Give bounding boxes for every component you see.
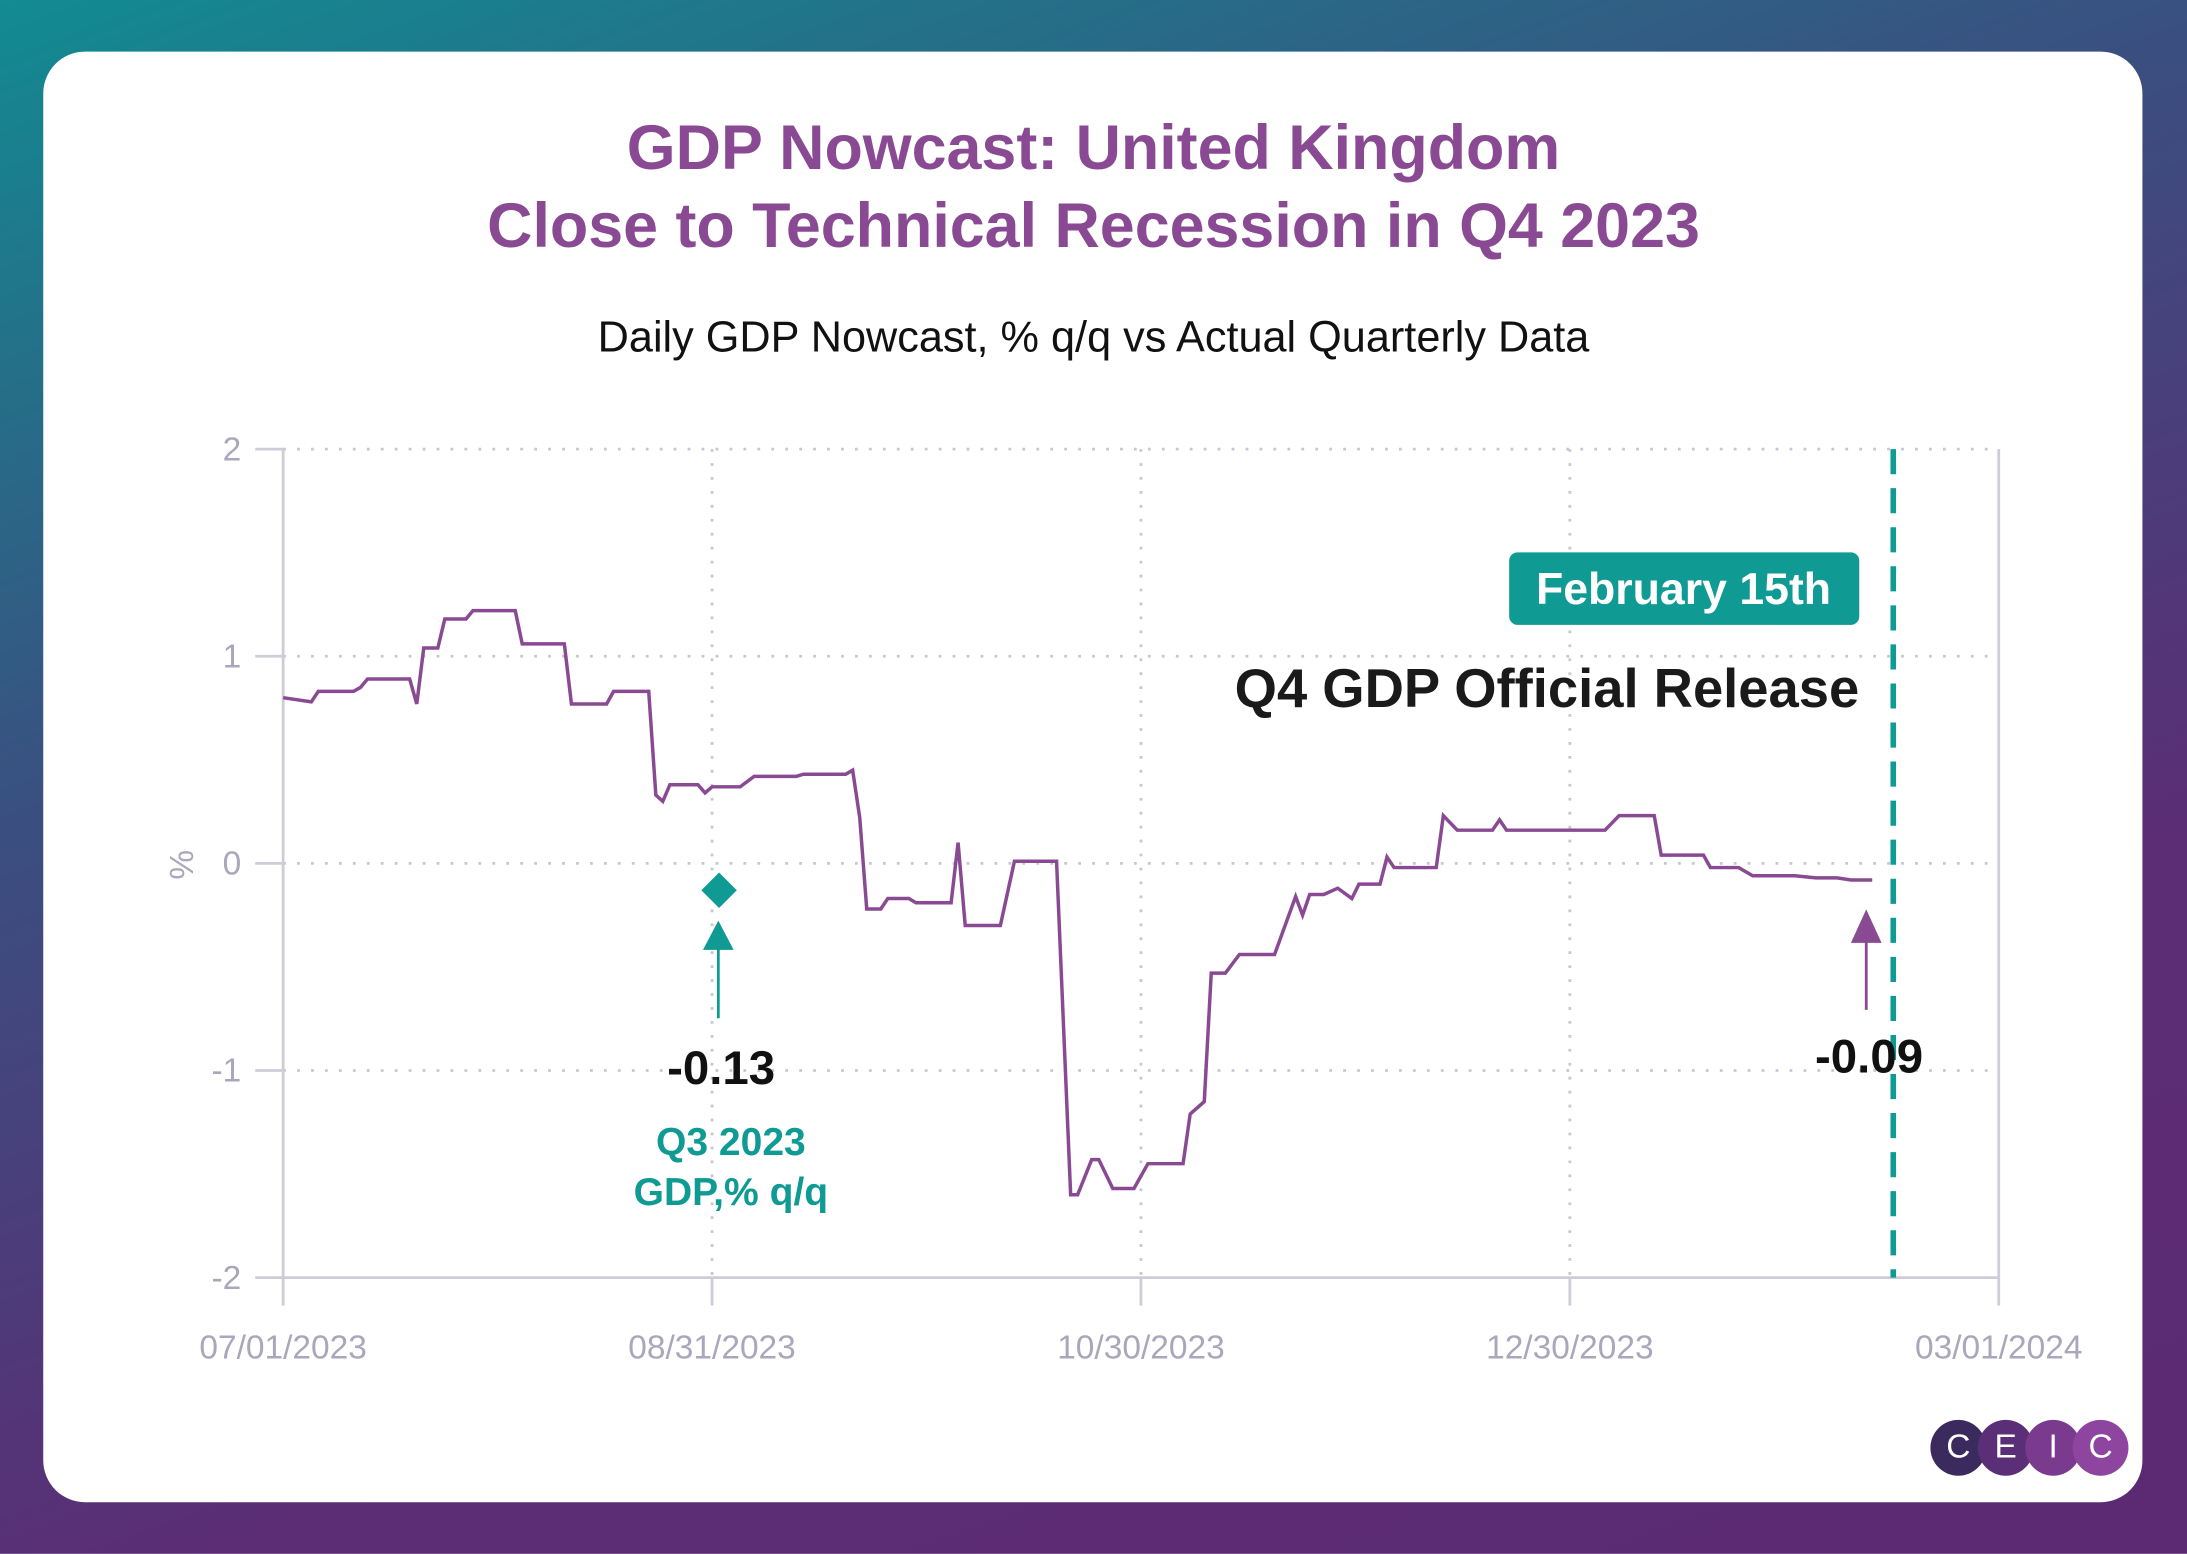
release-badge-text: February 15th — [1536, 565, 1831, 614]
logo-letter: E — [1977, 1419, 2034, 1476]
title-line-2: Close to Technical Recession in Q4 2023 — [487, 189, 1700, 261]
actual-gdp-marker — [701, 872, 737, 909]
release-badge — [1509, 552, 1860, 625]
y-tick-label: 2 — [223, 431, 242, 468]
y-axis-label: % — [162, 850, 199, 880]
y-tick-label: 0 — [223, 846, 242, 883]
logo-letter: C — [2072, 1419, 2129, 1476]
title-line-1: GDP Nowcast: United Kingdom — [626, 111, 1561, 183]
logo-letter: I — [2025, 1419, 2082, 1476]
release-label: Q4 GDP Official Release — [1235, 658, 1860, 719]
y-tick-label: -2 — [212, 1260, 242, 1297]
logo-letter: C — [1930, 1419, 1987, 1476]
latest-arrow — [1850, 909, 1882, 1010]
x-tick-label: 10/30/2023 — [1057, 1330, 1225, 1367]
latest-value-label: -0.09 — [1815, 1031, 1923, 1084]
actual-caption-1: Q3 2023 — [656, 1121, 806, 1164]
actual-value-label: -0.13 — [667, 1042, 775, 1095]
y-tick-label: 1 — [223, 638, 242, 675]
y-tick-label: -1 — [212, 1053, 242, 1090]
chart-subtitle: Daily GDP Nowcast, % q/q vs Actual Quart… — [597, 312, 1590, 362]
actual-arrow — [702, 920, 734, 1019]
card — [43, 51, 2143, 1503]
ceic-logo: C E I C — [1930, 1419, 2129, 1476]
nowcast-line — [282, 608, 1873, 1197]
x-tick-label: 12/30/2023 — [1486, 1330, 1654, 1367]
x-tick-label: 07/01/2023 — [199, 1330, 367, 1367]
actual-caption-2: GDP,% q/q — [634, 1171, 829, 1214]
x-tick-label: 08/31/2023 — [628, 1330, 796, 1367]
x-tick-label: 03/01/2024 — [1915, 1330, 2083, 1367]
